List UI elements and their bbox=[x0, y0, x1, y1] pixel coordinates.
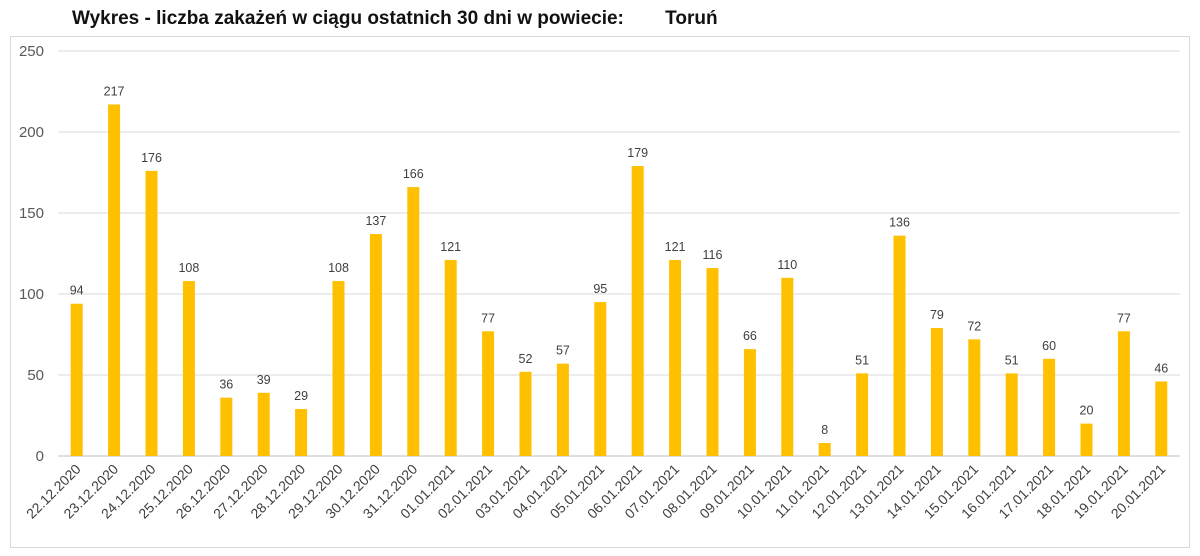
bar bbox=[743, 349, 756, 456]
data-label: 108 bbox=[328, 261, 349, 275]
bar bbox=[257, 392, 270, 456]
data-label: 136 bbox=[889, 216, 910, 230]
bar bbox=[482, 331, 495, 456]
bar bbox=[856, 373, 869, 456]
bar bbox=[1043, 358, 1056, 456]
y-tick-label: 150 bbox=[19, 205, 44, 222]
chart-title-text: Wykres - liczba zakażeń w ciągu ostatnic… bbox=[72, 8, 624, 29]
data-label: 94 bbox=[70, 284, 84, 298]
chart-title-location: Toruń bbox=[665, 8, 718, 29]
data-label: 39 bbox=[257, 373, 271, 387]
data-label: 137 bbox=[365, 214, 386, 228]
bar bbox=[631, 166, 644, 456]
data-label: 176 bbox=[141, 151, 162, 165]
bar bbox=[1117, 331, 1130, 456]
y-tick-label: 0 bbox=[36, 448, 44, 465]
bar bbox=[369, 234, 382, 456]
data-label: 77 bbox=[481, 311, 495, 325]
data-label: 60 bbox=[1042, 339, 1056, 353]
bar bbox=[332, 281, 345, 456]
data-label: 108 bbox=[178, 261, 199, 275]
bar bbox=[295, 409, 308, 456]
data-label: 51 bbox=[855, 353, 869, 367]
data-label: 116 bbox=[703, 248, 723, 262]
bar bbox=[556, 363, 569, 456]
data-label: 179 bbox=[627, 146, 648, 160]
bar bbox=[70, 303, 83, 456]
data-label: 52 bbox=[519, 352, 533, 366]
bar bbox=[1080, 423, 1093, 456]
data-label: 79 bbox=[930, 308, 944, 322]
y-tick-label: 200 bbox=[19, 124, 44, 141]
bar bbox=[182, 281, 195, 456]
data-label: 95 bbox=[593, 282, 607, 296]
bar bbox=[1155, 381, 1168, 456]
bar bbox=[145, 170, 158, 456]
bar bbox=[706, 268, 719, 456]
y-tick-label: 250 bbox=[19, 43, 44, 60]
data-label: 66 bbox=[743, 329, 757, 343]
chart-frame bbox=[10, 36, 1190, 548]
data-label: 20 bbox=[1080, 404, 1094, 418]
data-label: 166 bbox=[403, 167, 424, 181]
data-label: 57 bbox=[556, 344, 570, 358]
chart-title: Wykres - liczba zakażeń w ciągu ostatnic… bbox=[72, 8, 718, 34]
data-label: 51 bbox=[1005, 353, 1019, 367]
bar bbox=[781, 277, 794, 456]
data-label: 77 bbox=[1117, 311, 1131, 325]
bar bbox=[893, 235, 906, 456]
bar bbox=[930, 328, 943, 456]
data-label: 29 bbox=[294, 389, 308, 403]
y-tick-label: 100 bbox=[19, 286, 44, 303]
data-label: 217 bbox=[104, 84, 125, 98]
bar bbox=[519, 371, 532, 456]
bar bbox=[108, 104, 121, 457]
y-tick-label: 50 bbox=[27, 367, 44, 384]
bar bbox=[220, 397, 233, 456]
data-label: 110 bbox=[777, 258, 797, 272]
data-label: 36 bbox=[219, 378, 233, 392]
data-label: 72 bbox=[967, 319, 981, 333]
data-label: 8 bbox=[821, 423, 828, 437]
bar bbox=[594, 302, 607, 456]
bar bbox=[968, 339, 981, 456]
data-label: 121 bbox=[440, 240, 461, 254]
bar bbox=[818, 443, 831, 456]
data-label: 121 bbox=[665, 240, 686, 254]
bar bbox=[407, 187, 420, 456]
bar bbox=[1005, 373, 1018, 456]
bar bbox=[444, 259, 457, 456]
bar bbox=[669, 259, 682, 456]
data-label: 46 bbox=[1154, 361, 1168, 375]
